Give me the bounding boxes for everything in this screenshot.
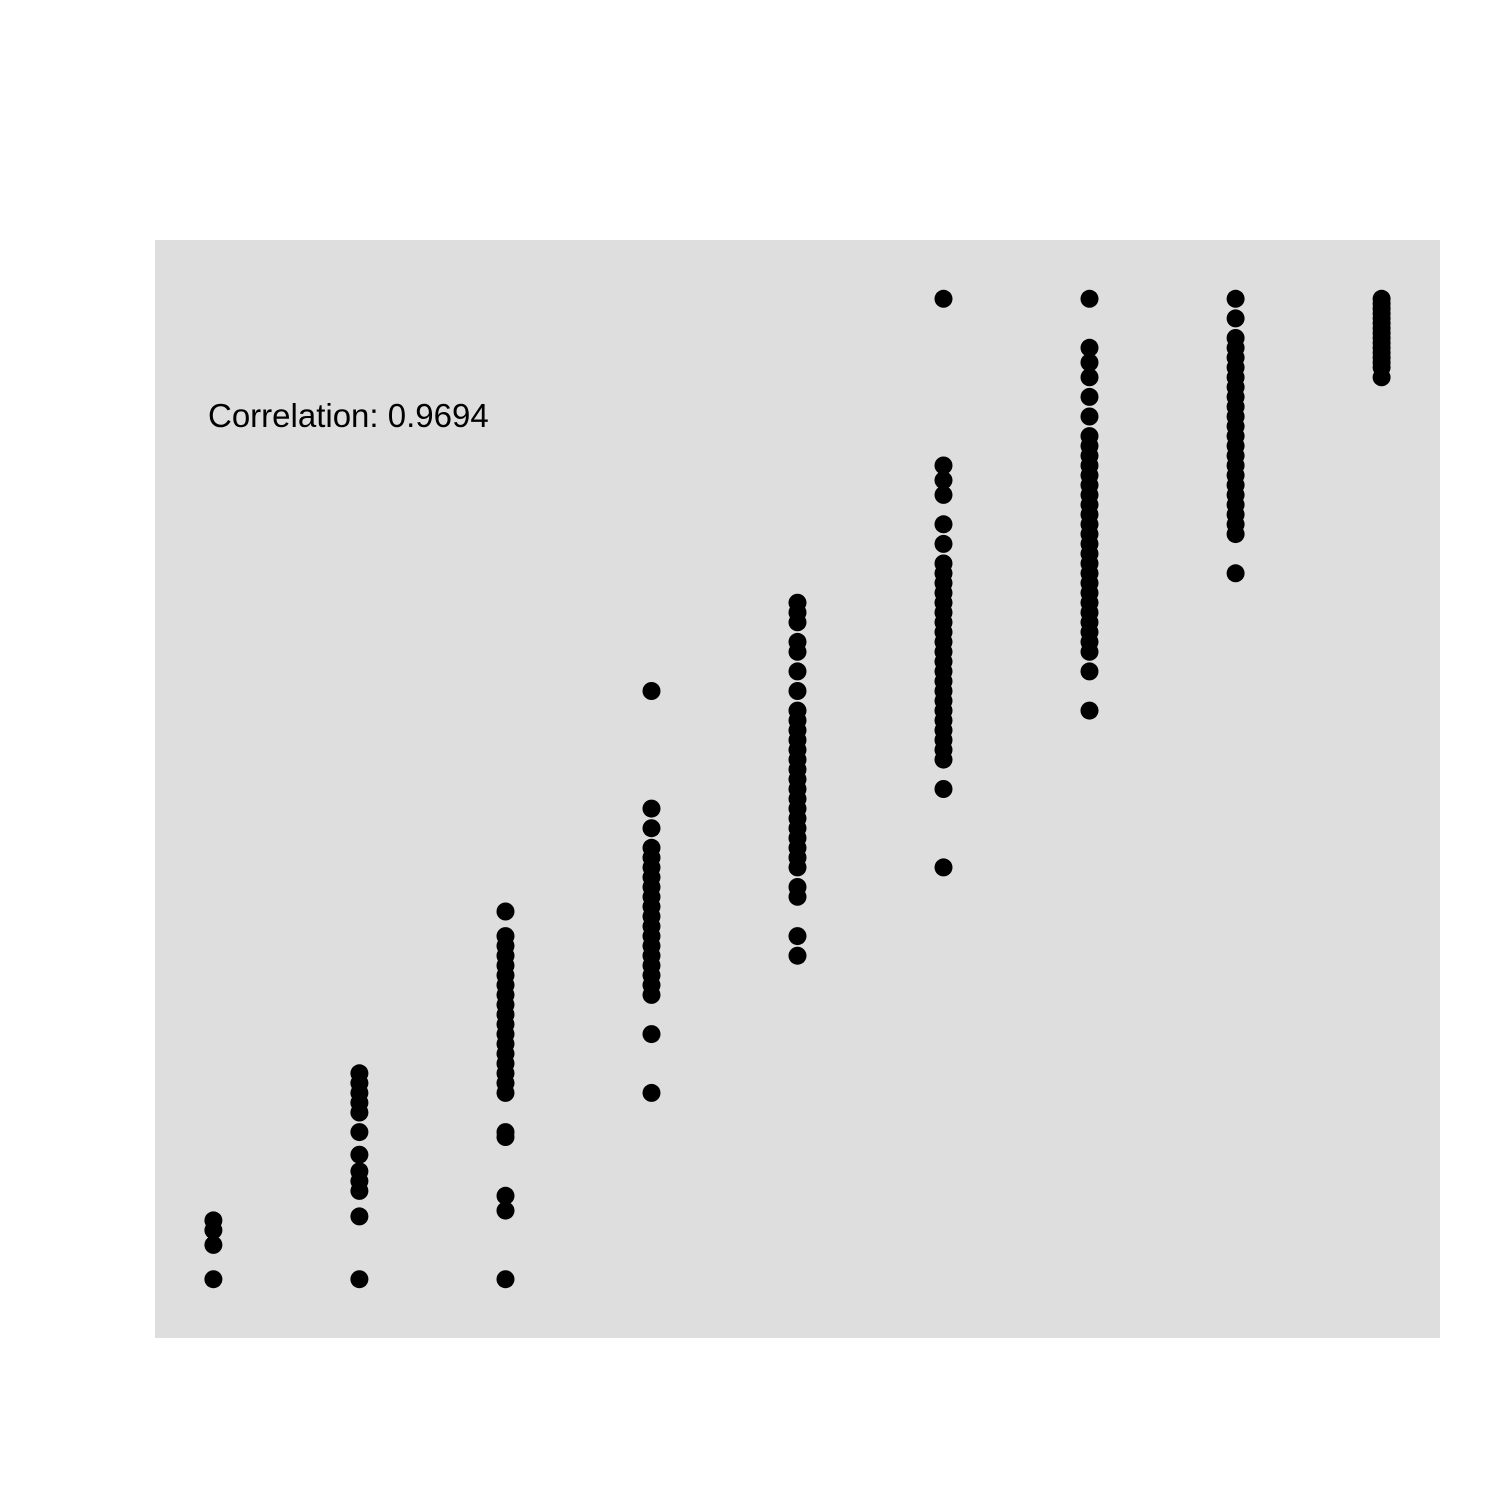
data-point: [788, 878, 807, 896]
data-point: [350, 1162, 369, 1181]
data-point: [1080, 338, 1099, 357]
correlation-annotation: Correlation: 0.9694: [208, 397, 489, 434]
data-point: [934, 456, 953, 475]
data-point: [1226, 309, 1245, 328]
data-point: [1226, 564, 1245, 583]
data-point: [788, 662, 807, 681]
data-point: [496, 927, 515, 946]
data-point: [1372, 289, 1391, 308]
data-point: [642, 799, 661, 818]
data-point: [350, 1064, 369, 1083]
data-point: [934, 471, 953, 490]
data-point: [788, 593, 807, 612]
data-point: [934, 554, 953, 573]
data-point: [788, 701, 807, 720]
data-point: [1080, 701, 1099, 720]
data-point: [642, 838, 661, 857]
data-point: [934, 485, 953, 504]
data-point: [1080, 289, 1099, 308]
data-point: [350, 1207, 369, 1226]
data-point: [642, 1025, 661, 1044]
data-point: [788, 632, 807, 651]
data-point: [1080, 662, 1099, 681]
data-point: [642, 682, 661, 700]
data-point: [496, 1201, 515, 1220]
data-point: [350, 1270, 369, 1289]
data-point: [642, 819, 661, 838]
data-point: [204, 1211, 223, 1230]
data-point: [496, 1186, 515, 1205]
data-point: [496, 1270, 515, 1289]
data-point: [788, 946, 807, 965]
data-point: [934, 289, 953, 308]
data-point: [1080, 427, 1099, 446]
data-point: [1080, 387, 1099, 406]
data-point: [1080, 407, 1099, 426]
data-point: [204, 1270, 223, 1289]
data-point: [496, 1123, 515, 1142]
data-point: [1080, 353, 1099, 372]
data-point: [1080, 368, 1099, 387]
data-point: [204, 1235, 223, 1254]
data-point: [934, 515, 953, 534]
data-point: [642, 1083, 661, 1102]
data-point: [788, 682, 807, 700]
data-point: [1226, 329, 1245, 347]
data-point: [350, 1123, 369, 1142]
data-point: [1226, 289, 1245, 308]
data-point: [934, 858, 953, 877]
data-point: [788, 927, 807, 946]
data-point: [934, 780, 953, 798]
data-point: [496, 902, 515, 921]
data-point: [350, 1145, 369, 1164]
data-points: [204, 289, 1391, 1289]
data-point: [934, 534, 953, 553]
